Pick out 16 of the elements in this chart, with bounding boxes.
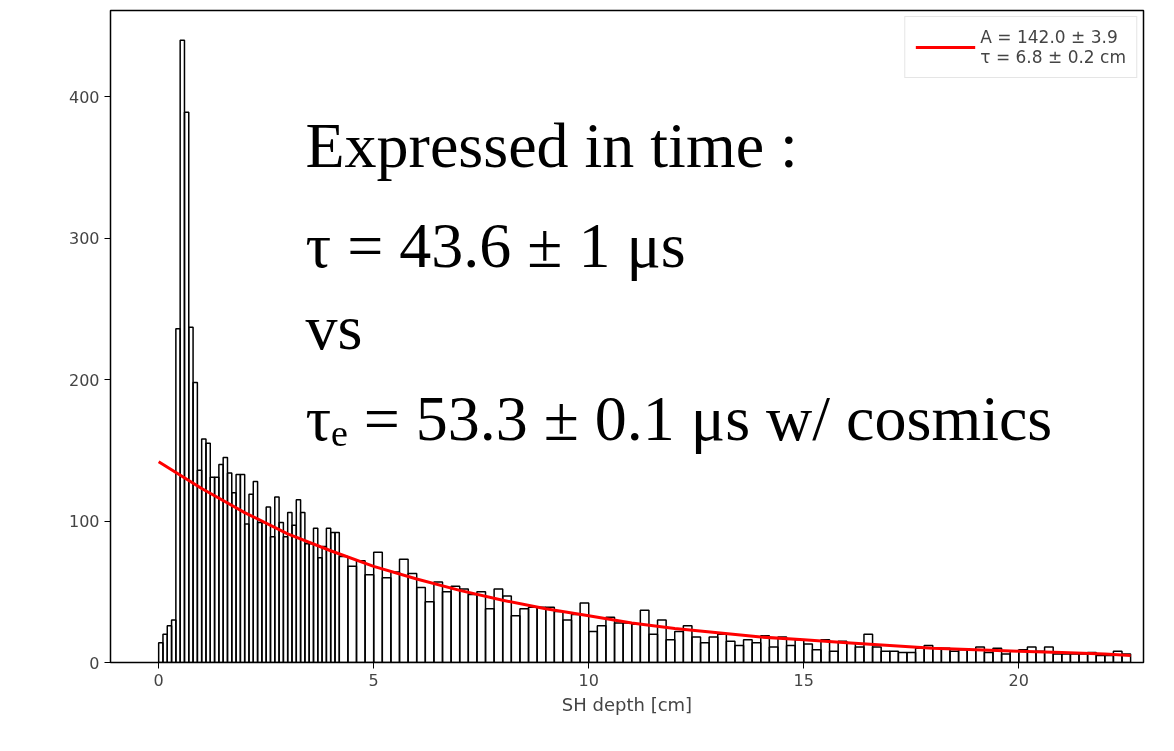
y-tick-label: 200 — [68, 370, 100, 390]
legend-label: A = 142.0 ± 3.9 τ = 6.8 ± 0.2 cm — [980, 27, 1126, 67]
y-tick-label: 300 — [68, 229, 100, 249]
y-tick-label: 100 — [68, 512, 100, 532]
x-tick-label: 15 — [793, 670, 814, 690]
y-tick-label: 400 — [68, 87, 100, 107]
y-tick-label: 0 — [89, 653, 100, 673]
x-axis-title: SH depth [cm] — [561, 693, 693, 715]
annotation: Expressed in time : — [305, 110, 798, 181]
x-tick-label: 20 — [1008, 670, 1029, 690]
x-tick-label: 10 — [578, 670, 599, 690]
annotation: τₑ = 53.3 ± 0.1 μs w/ cosmics — [305, 383, 1053, 454]
x-tick-label: 5 — [368, 670, 379, 690]
annotation: vs — [305, 292, 363, 363]
x-tick-label: 0 — [153, 670, 164, 690]
annotation: τ = 43.6 ± 1 μs — [305, 210, 686, 281]
